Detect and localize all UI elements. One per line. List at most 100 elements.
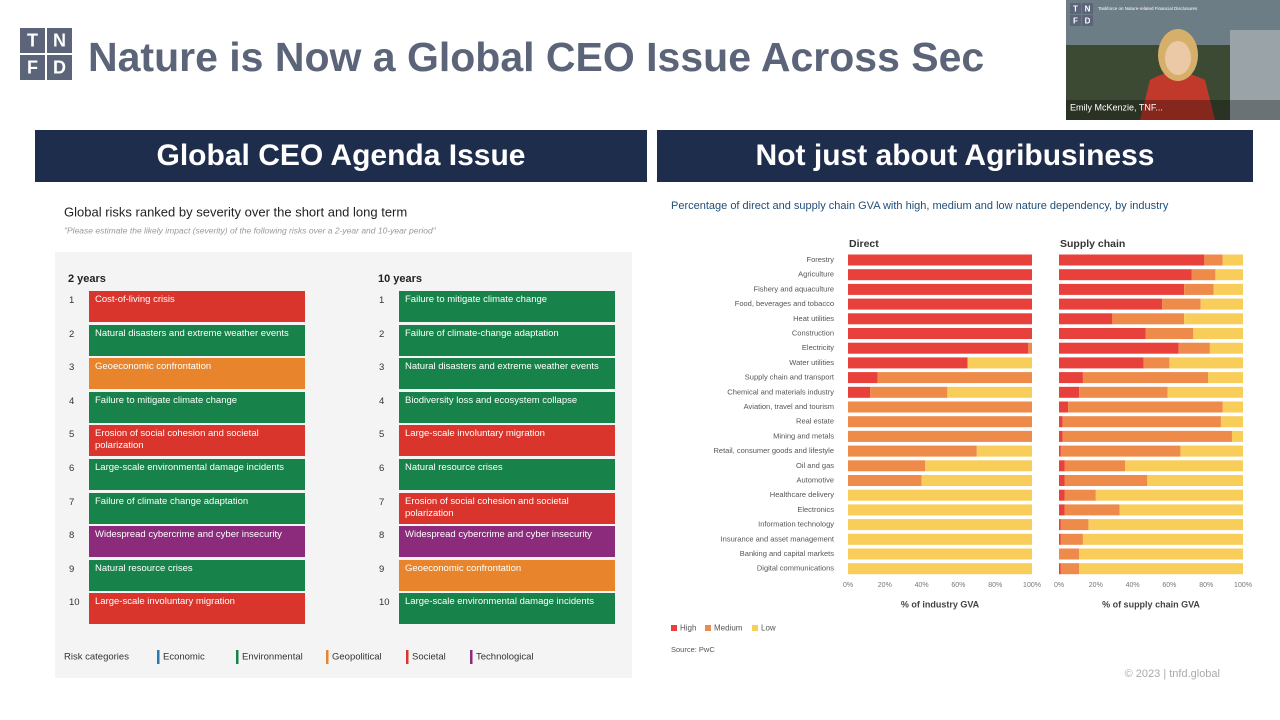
risk-item: Large-scale involuntary migration <box>399 425 615 457</box>
legend-swatch <box>406 650 409 664</box>
bar-segment <box>1060 445 1181 457</box>
x-tick-label: 40% <box>1126 582 1140 589</box>
bar-segment <box>1145 328 1194 339</box>
category-label: Food, beverages and tobacco <box>735 299 834 308</box>
bar-segment <box>1059 475 1065 486</box>
logo-letter: D <box>53 57 66 77</box>
bar-segment <box>1059 342 1179 354</box>
rank: 8 <box>379 530 385 542</box>
rank: 6 <box>379 463 385 474</box>
x-tick-label: 80% <box>988 582 1002 589</box>
rank: 9 <box>379 563 385 575</box>
bar-segment <box>848 342 1029 354</box>
logo-tile <box>47 28 72 53</box>
bar-segment <box>1059 460 1065 472</box>
bar-segment <box>1059 519 1061 531</box>
bar-segment <box>1064 504 1120 516</box>
legend-title: Risk categories <box>64 652 129 663</box>
x-tick-label: 100% <box>1234 582 1252 589</box>
bar-segment <box>1028 342 1032 354</box>
risk-item: Natural resource crises <box>399 459 615 490</box>
x-tick-label: 20% <box>1089 582 1103 589</box>
bar-segment <box>848 548 1032 560</box>
risk-item: Widespread cybercrime and cyber insecuri… <box>89 526 305 558</box>
bar-segment <box>921 475 1032 486</box>
bar-segment <box>1059 416 1063 428</box>
bar-segment <box>976 445 1032 457</box>
bar-segment <box>1059 328 1146 339</box>
category-label: Fishery and aquaculture <box>754 284 834 293</box>
bar-segment <box>1059 533 1061 545</box>
bar-segment <box>1079 386 1168 398</box>
bar-segment <box>1215 269 1243 281</box>
bar-segment <box>1180 445 1243 457</box>
bar-segment <box>848 298 1032 310</box>
bar-segment <box>1059 372 1083 384</box>
legend-label: Medium <box>714 624 743 633</box>
bar-segment <box>1143 357 1170 369</box>
logo-tile <box>20 55 45 80</box>
risk-item: Failure to mitigate climate change <box>399 291 615 322</box>
slide-title: Nature is Now a Global CEO Issue Across … <box>88 34 984 80</box>
bar-segment <box>848 313 1032 325</box>
legend-label: Societal <box>412 652 446 663</box>
logo-tile <box>1070 15 1081 26</box>
risk-item: Failure of climate change adaptation <box>89 492 305 524</box>
video-caption-bg <box>1066 100 1280 120</box>
bar-segment <box>870 386 948 398</box>
video-waterfall <box>1230 30 1280 120</box>
x-tick-label: 0% <box>843 582 853 589</box>
bar-segment <box>848 475 922 486</box>
category-label: Electronics <box>797 505 834 514</box>
legend-swatch <box>671 625 677 631</box>
bar-segment <box>1059 254 1205 266</box>
bar-segment <box>1169 357 1243 369</box>
legend-label: Low <box>761 624 776 633</box>
category-label: Agriculture <box>798 270 834 279</box>
bar-segment <box>1082 533 1243 545</box>
bar-segment <box>1209 342 1243 354</box>
bar-segment <box>848 372 878 384</box>
bar-segment <box>848 430 1032 442</box>
risk-item: Failure of climate-change adaptation <box>399 324 615 356</box>
rank: 1 <box>69 295 75 306</box>
bar-segment <box>1167 386 1243 398</box>
rank: 3 <box>379 362 385 374</box>
logo-letter: F <box>27 57 38 77</box>
table-title: Global risks ranked by severity over the… <box>64 204 407 219</box>
logo-tile <box>47 55 72 80</box>
rank: 5 <box>69 429 75 441</box>
risk-item: Cost-of-living crisis <box>89 291 305 322</box>
bar-segment <box>848 519 1032 531</box>
bar-segment <box>1147 475 1243 486</box>
risk-item: Large-scale environmental damage inciden… <box>89 459 305 490</box>
category-label: Chemical and materials industry <box>727 387 834 396</box>
risk-item: Geoeconomic confrontation <box>399 559 615 591</box>
bar-segment <box>1064 489 1096 501</box>
bar-segment <box>877 372 1032 384</box>
bar-segment <box>1060 533 1083 545</box>
legend-swatch <box>157 650 160 664</box>
legend-swatch <box>236 650 239 664</box>
legend-label: Geopolitical <box>332 652 382 663</box>
logo-letter: N <box>1085 5 1091 14</box>
bar-segment <box>1178 342 1210 354</box>
category-label: Automotive <box>796 475 834 484</box>
rank: 1 <box>379 295 385 306</box>
bar-segment <box>1059 269 1192 281</box>
logo-letter: F <box>1073 17 1078 26</box>
risk-item: Geoeconomic confrontation <box>89 358 305 390</box>
source: Source: PwC <box>671 645 715 654</box>
logo-letter: T <box>27 30 38 50</box>
rank: 7 <box>69 496 75 508</box>
rank: 10 <box>379 597 390 609</box>
bar-segment <box>967 357 1032 369</box>
rank: 9 <box>69 563 75 575</box>
risk-item: Erosion of social cohesion and societal … <box>399 492 615 524</box>
bar-segment <box>1204 254 1223 266</box>
bar-segment <box>1191 269 1216 281</box>
bar-segment <box>1059 430 1063 442</box>
chart-title: Percentage of direct and supply chain GV… <box>671 200 1169 212</box>
bar-segment <box>848 533 1032 545</box>
